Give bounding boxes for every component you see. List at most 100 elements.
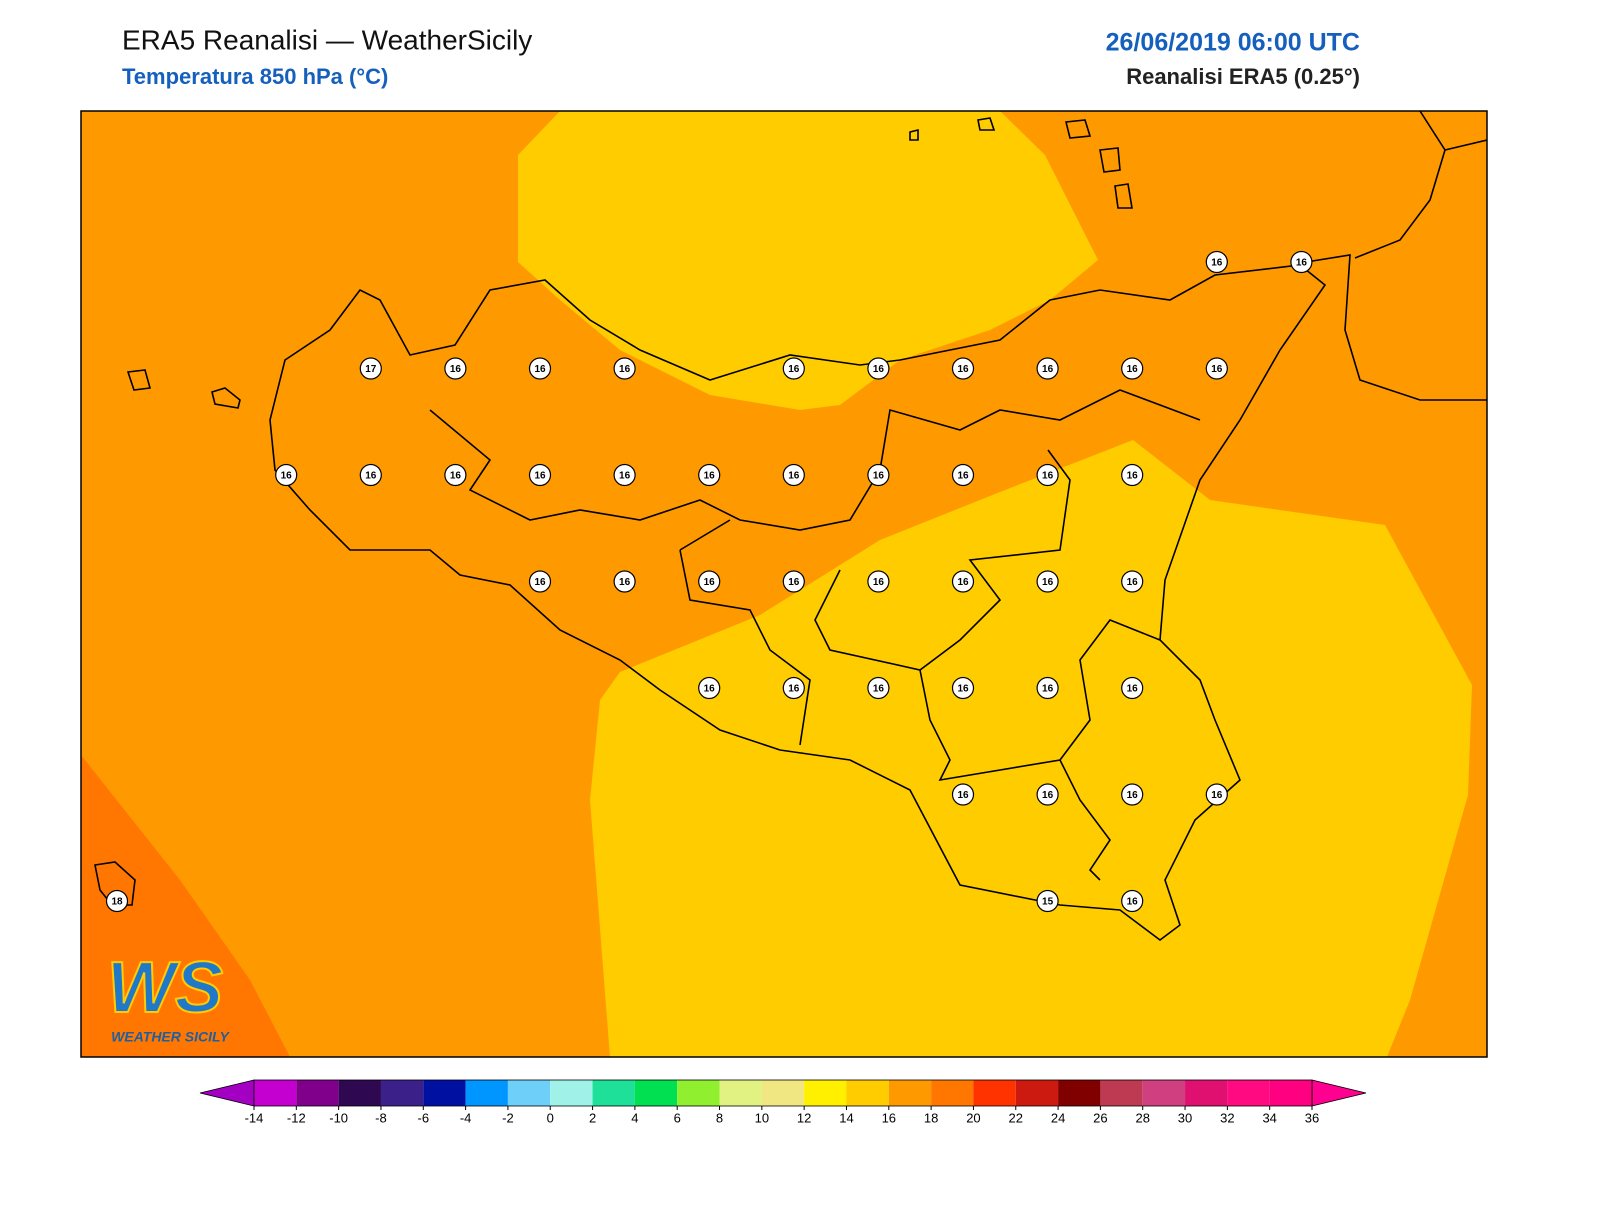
colorbar-segment: [550, 1080, 593, 1106]
colorbar-tick-label: 10: [755, 1110, 769, 1125]
station: 16: [951, 676, 975, 700]
colorbar-segment: [1185, 1080, 1228, 1106]
station: 16: [1036, 463, 1059, 487]
station: 16: [1036, 676, 1059, 700]
station-marker: [528, 570, 552, 593]
station-value: 16: [450, 364, 462, 375]
colorbar-under: [199, 1079, 255, 1107]
colorbar-segment: [931, 1080, 974, 1106]
station: 17: [359, 357, 382, 380]
station-value: 16: [1127, 364, 1139, 375]
station-marker: [1121, 783, 1144, 806]
station: 16: [528, 570, 552, 593]
colorbar-tick-label: -14: [245, 1110, 264, 1125]
station-value: 16: [534, 364, 546, 375]
station-marker: [698, 570, 721, 593]
station: 16: [444, 357, 467, 380]
station-marker: [613, 463, 636, 487]
station-marker: [1121, 463, 1144, 487]
station-marker: [1121, 889, 1144, 913]
date: 26/06/2019 06:00 UTC: [1106, 29, 1360, 57]
station-marker: [1121, 357, 1144, 380]
station-value: 18: [111, 897, 123, 908]
station-value: 16: [1127, 577, 1139, 588]
colorbar-over: [1311, 1079, 1367, 1107]
colorbar-segment: [380, 1080, 424, 1106]
station-marker: [1205, 250, 1228, 274]
colorbar-tick-label: 26: [1093, 1110, 1107, 1125]
station: 16: [1036, 357, 1059, 380]
colorbar-segment: [1100, 1080, 1143, 1106]
station-value: 16: [1211, 790, 1223, 801]
station-marker: [782, 463, 805, 487]
station-marker: [951, 783, 975, 806]
station-value: 16: [788, 471, 800, 482]
station: 18: [105, 889, 129, 913]
station-marker: [1036, 889, 1059, 913]
station-marker: [1205, 783, 1228, 806]
colorbar-segment: [804, 1080, 847, 1106]
field-yellow: [518, 111, 1098, 410]
colorbar-tick-label: 22: [1009, 1110, 1023, 1125]
station-value: 16: [281, 471, 293, 482]
station-value: 16: [1127, 790, 1139, 801]
colorbar-tick-label: 14: [839, 1110, 853, 1125]
colorbar-tick-label: 36: [1305, 1110, 1319, 1125]
station-value: 16: [1042, 364, 1054, 375]
subtitle: Temperatura 850 hPa (°C): [122, 64, 388, 89]
station-marker: [1205, 357, 1228, 380]
station-marker: [951, 463, 975, 487]
station: 16: [867, 357, 890, 380]
station-marker: [951, 357, 975, 380]
station-value: 16: [704, 471, 716, 482]
station: 16: [1121, 783, 1144, 806]
station: 16: [867, 463, 890, 487]
station-marker: [782, 357, 805, 380]
station-value: 16: [1296, 258, 1308, 269]
coastline: [94, 111, 1487, 941]
station-marker: [613, 570, 636, 593]
colorbar-segment: [296, 1080, 339, 1106]
colorbar-segment: [338, 1080, 381, 1106]
station-marker: [613, 357, 636, 380]
colorbar-segment: [592, 1080, 635, 1106]
colorbar-tick-label: 32: [1220, 1110, 1234, 1125]
colorbar-tick-label: 2: [589, 1110, 596, 1125]
colorbar-tick-label: 30: [1178, 1110, 1192, 1125]
station-value: 16: [704, 577, 716, 588]
colorbar-tick-label: -4: [460, 1110, 472, 1125]
station-value: 16: [1211, 364, 1223, 375]
colorbar-segment: [507, 1080, 551, 1106]
station: 16: [698, 463, 721, 487]
logo-name: WEATHER SICILY: [111, 1029, 230, 1045]
station-marker: [951, 676, 975, 700]
station-value: 15: [1042, 897, 1054, 908]
colorbar-tick-label: -10: [329, 1110, 348, 1125]
station-value: 16: [957, 471, 969, 482]
station: 15: [1036, 889, 1059, 913]
colorbar-tick-label: 8: [716, 1110, 723, 1125]
map: 16 16 17 16 16 16 16 16 16 16 16 16 16 16 16 16 16 16 16 16…: [80, 110, 1488, 1058]
colorbar-segment: [1058, 1080, 1101, 1106]
station: 16: [1121, 889, 1144, 913]
station-marker: [1036, 357, 1059, 380]
station-marker: [528, 463, 552, 487]
field-dark-orange: [81, 755, 290, 1057]
station: 16: [1290, 250, 1313, 274]
station-value: 16: [704, 684, 716, 695]
station-value: 16: [957, 790, 969, 801]
station: 16: [528, 357, 552, 380]
colorbar-tick-label: 12: [797, 1110, 811, 1125]
colorbar-segment: [973, 1080, 1016, 1106]
station-value: 16: [788, 684, 800, 695]
colorbar-tick-label: 4: [631, 1110, 638, 1125]
colorbar-segment: [1015, 1080, 1059, 1106]
colorbar-tick-label: 6: [674, 1110, 681, 1125]
station: 16: [1036, 783, 1059, 806]
colorbar-segment: [465, 1080, 508, 1106]
colorbar-segment: [1142, 1080, 1186, 1106]
station-marker: [444, 463, 467, 487]
station-value: 16: [1042, 471, 1054, 482]
station: 16: [528, 463, 552, 487]
